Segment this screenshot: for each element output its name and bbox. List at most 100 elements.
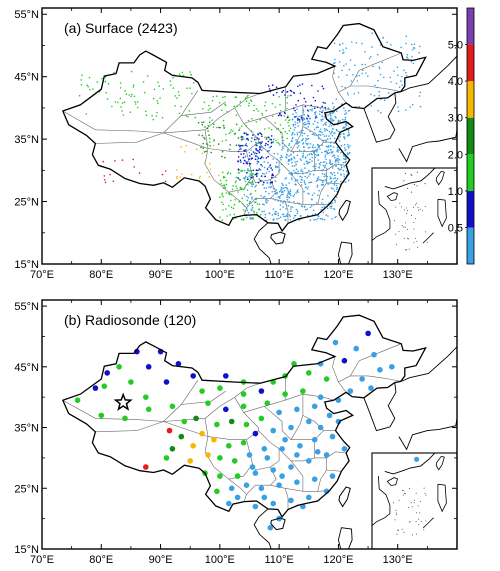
station-dot bbox=[344, 86, 347, 89]
station-dot bbox=[208, 134, 210, 136]
station-dot bbox=[379, 73, 382, 76]
station-dot bbox=[286, 199, 289, 201]
station-dot bbox=[356, 75, 358, 77]
station-dot bbox=[294, 180, 297, 182]
province-border bbox=[264, 406, 292, 440]
station-dot bbox=[378, 67, 381, 70]
station-dot bbox=[276, 482, 282, 489]
station-dot bbox=[285, 186, 287, 189]
station-dot bbox=[291, 136, 294, 139]
station-dot bbox=[338, 140, 341, 142]
station-dot bbox=[268, 192, 270, 195]
station-dot bbox=[263, 161, 266, 163]
inset-island-dot bbox=[413, 502, 415, 504]
station-dot bbox=[290, 140, 293, 142]
stations bbox=[78, 32, 422, 221]
colorbar-label: 5.0 bbox=[448, 40, 463, 52]
station-dot bbox=[221, 150, 224, 153]
station-dot bbox=[304, 209, 307, 211]
station-dot bbox=[111, 105, 113, 108]
station-dot bbox=[312, 146, 314, 149]
station-dot bbox=[383, 76, 385, 79]
station-dot bbox=[295, 163, 298, 166]
station-dot bbox=[233, 213, 236, 216]
inset-island-dot bbox=[403, 238, 405, 240]
station-dot bbox=[270, 167, 273, 169]
station-dot bbox=[342, 136, 345, 138]
station-dot bbox=[330, 205, 333, 207]
station-dot bbox=[306, 138, 309, 141]
station-dot bbox=[102, 160, 104, 163]
station-dot bbox=[238, 200, 240, 203]
station-dot bbox=[270, 135, 273, 137]
station-dot bbox=[326, 207, 329, 209]
station-dot bbox=[258, 209, 260, 211]
station-dot bbox=[403, 69, 405, 72]
station-dot bbox=[309, 118, 311, 120]
station-dot bbox=[203, 151, 206, 153]
station-dot bbox=[346, 92, 349, 94]
station-dot bbox=[212, 126, 215, 128]
station-dot bbox=[305, 160, 308, 162]
station-dot bbox=[103, 175, 106, 177]
station-dot bbox=[389, 76, 392, 79]
station-dot bbox=[250, 140, 253, 143]
station-dot bbox=[269, 183, 272, 185]
station-dot bbox=[342, 169, 345, 172]
station-dot bbox=[243, 187, 246, 189]
station-dot bbox=[267, 524, 274, 531]
station-dot bbox=[221, 140, 224, 142]
station-dot bbox=[314, 153, 317, 156]
station-dot bbox=[321, 188, 324, 191]
station-dot bbox=[395, 82, 398, 85]
station-dot bbox=[251, 181, 254, 184]
province-border bbox=[62, 380, 199, 422]
china-border bbox=[61, 314, 427, 518]
station-dot bbox=[401, 75, 403, 78]
station-dot bbox=[289, 219, 292, 221]
station-dot bbox=[247, 119, 250, 122]
inset-island-dot bbox=[401, 225, 403, 227]
station-dot bbox=[255, 175, 258, 177]
station-dot bbox=[268, 146, 271, 149]
station-dot bbox=[292, 195, 295, 198]
station-dot bbox=[192, 82, 195, 84]
station-dot bbox=[282, 89, 285, 92]
station-dot bbox=[321, 105, 324, 108]
station-dot bbox=[166, 427, 173, 434]
station-dot bbox=[236, 187, 238, 190]
station-dot bbox=[260, 145, 263, 147]
station-dot bbox=[300, 170, 302, 172]
station-dot bbox=[290, 210, 292, 213]
station-dot bbox=[247, 212, 250, 214]
station-dot bbox=[317, 394, 324, 401]
station-dot bbox=[301, 176, 303, 178]
station-dot bbox=[286, 154, 288, 156]
station-dot bbox=[321, 179, 323, 182]
station-dot bbox=[307, 115, 310, 117]
station-dot bbox=[271, 84, 274, 86]
station-dot bbox=[343, 166, 346, 168]
station-dot bbox=[181, 173, 183, 175]
station-dot bbox=[347, 131, 350, 134]
station-dot bbox=[157, 81, 159, 84]
station-dot bbox=[251, 198, 253, 200]
station-dot bbox=[323, 219, 326, 221]
station-dot bbox=[246, 189, 249, 191]
station-dot bbox=[251, 207, 254, 209]
station-dot bbox=[320, 161, 322, 164]
province-border bbox=[181, 101, 226, 116]
station-dot bbox=[211, 436, 217, 443]
province-border bbox=[243, 376, 286, 413]
coastline bbox=[398, 127, 457, 163]
station-dot bbox=[219, 126, 221, 129]
station-dot bbox=[259, 141, 261, 144]
station-dot bbox=[303, 97, 306, 100]
station-dot bbox=[282, 391, 288, 397]
station-dot bbox=[291, 118, 294, 121]
station-dot bbox=[324, 109, 327, 111]
station-dot bbox=[264, 216, 267, 219]
station-dot bbox=[337, 130, 340, 133]
station-dot bbox=[304, 186, 307, 188]
